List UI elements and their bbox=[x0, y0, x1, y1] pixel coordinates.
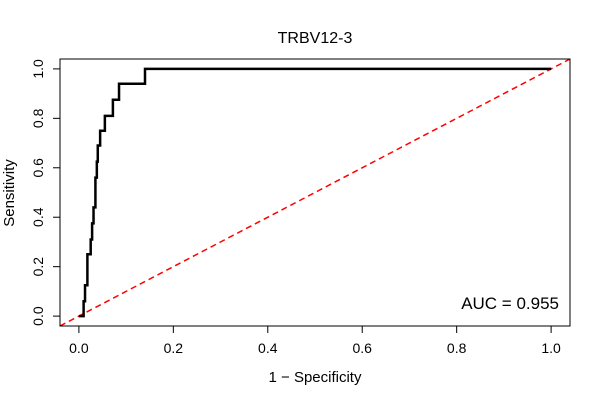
x-tick-label: 0.8 bbox=[447, 340, 467, 356]
reference-diagonal-line bbox=[59, 58, 571, 327]
x-tick-label: 0.2 bbox=[164, 340, 184, 356]
plot-area bbox=[59, 58, 571, 327]
y-tick-label: 1.0 bbox=[30, 59, 46, 79]
x-tick-label: 0.4 bbox=[258, 340, 278, 356]
y-tick-label: 0.4 bbox=[30, 207, 46, 227]
x-axis: 0.0 0.2 0.4 0.6 0.8 1.0 bbox=[69, 325, 561, 356]
y-tick-label: 0.6 bbox=[30, 158, 46, 178]
y-tick-label: 0.2 bbox=[30, 257, 46, 277]
x-axis-title: 1 − Specificity bbox=[269, 369, 362, 386]
y-tick-label: 0.8 bbox=[30, 108, 46, 128]
x-tick-label: 0.0 bbox=[69, 340, 89, 356]
y-axis-title: Sensitivity bbox=[1, 159, 18, 227]
roc-curve bbox=[78, 67, 552, 318]
y-axis: 0.0 0.2 0.4 0.6 0.8 1.0 bbox=[30, 59, 61, 326]
auc-annotation: AUC = 0.955 bbox=[461, 294, 559, 313]
chart-title: TRBV12-3 bbox=[278, 30, 353, 47]
y-tick-label: 0.0 bbox=[30, 306, 46, 326]
x-tick-label: 1.0 bbox=[541, 340, 561, 356]
x-tick-label: 0.6 bbox=[352, 340, 372, 356]
